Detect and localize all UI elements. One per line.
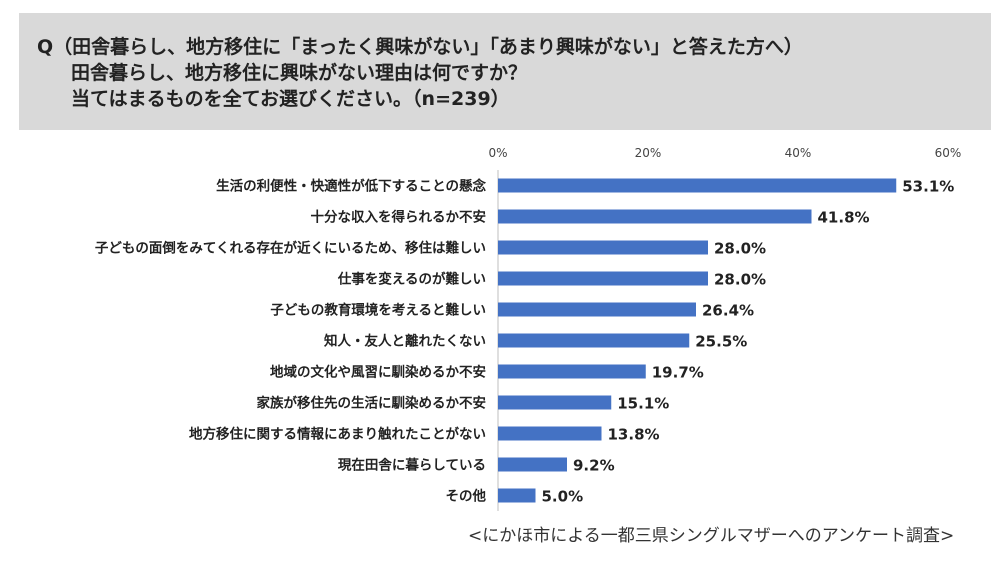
bar: [498, 457, 567, 472]
data-label: 41.8%: [818, 209, 870, 227]
data-label: 25.5%: [695, 333, 747, 351]
question-line-3: 当てはまるものを全てお選びください。（n=239）: [71, 88, 510, 110]
data-label: 15.1%: [617, 395, 669, 413]
bar: [498, 240, 708, 255]
bar: [498, 178, 897, 193]
category-label: 生活の利便性・快適性が低下することの懸念: [216, 178, 486, 195]
x-tick-label: 0%: [488, 146, 507, 160]
data-label: 5.0%: [542, 488, 584, 506]
category-label: 子どもの教育環境を考えると難しい: [270, 302, 486, 319]
bar: [498, 488, 536, 503]
data-label: 13.8%: [608, 426, 660, 444]
category-label: 家族が移住先の生活に馴染めるか不安: [257, 395, 487, 412]
bar: [498, 333, 690, 348]
category-label: 知人・友人と離れたくない: [324, 333, 486, 350]
category-label: 地域の文化や風習に馴染めるか不安: [270, 364, 486, 381]
x-tick-label: 40%: [785, 146, 812, 160]
source-note: <にかほ市による一都三県シングルマザーへのアンケート調査>: [468, 526, 955, 546]
data-label: 53.1%: [902, 178, 954, 196]
question-line-2: 田舎暮らし、地方移住に興味がない理由は何ですか？: [71, 62, 528, 84]
data-label: 19.7%: [652, 364, 704, 382]
x-tick-label: 20%: [635, 146, 662, 160]
category-label: 地方移住に関する情報にあまり触れたことがない: [189, 426, 486, 443]
category-label: その他: [446, 488, 487, 505]
data-label: 9.2%: [573, 457, 615, 475]
data-label: 28.0%: [714, 240, 766, 258]
bar: [498, 302, 696, 317]
bar: [498, 426, 602, 441]
question-line-1: Q（田舎暮らし、地方移住に「まったく興味がない」「あまり興味がない」と答えた方へ…: [37, 36, 803, 58]
data-label: 26.4%: [702, 302, 754, 320]
category-label: 子どもの面倒をみてくれる存在が近くにいるため、移住は難しい: [95, 240, 486, 257]
category-label: 仕事を変えるのが難しい: [337, 271, 486, 288]
category-label: 現在田舎に暮らしている: [338, 457, 486, 474]
bar: [498, 364, 646, 379]
bar: [498, 395, 612, 410]
bar: [498, 271, 708, 286]
bar: [498, 209, 812, 224]
data-label: 28.0%: [714, 271, 766, 289]
category-label: 十分な収入を得られるか不安: [311, 209, 487, 226]
x-tick-label: 60%: [935, 146, 962, 160]
question-box: Q（田舎暮らし、地方移住に「まったく興味がない」「あまり興味がない」と答えた方へ…: [19, 13, 991, 130]
